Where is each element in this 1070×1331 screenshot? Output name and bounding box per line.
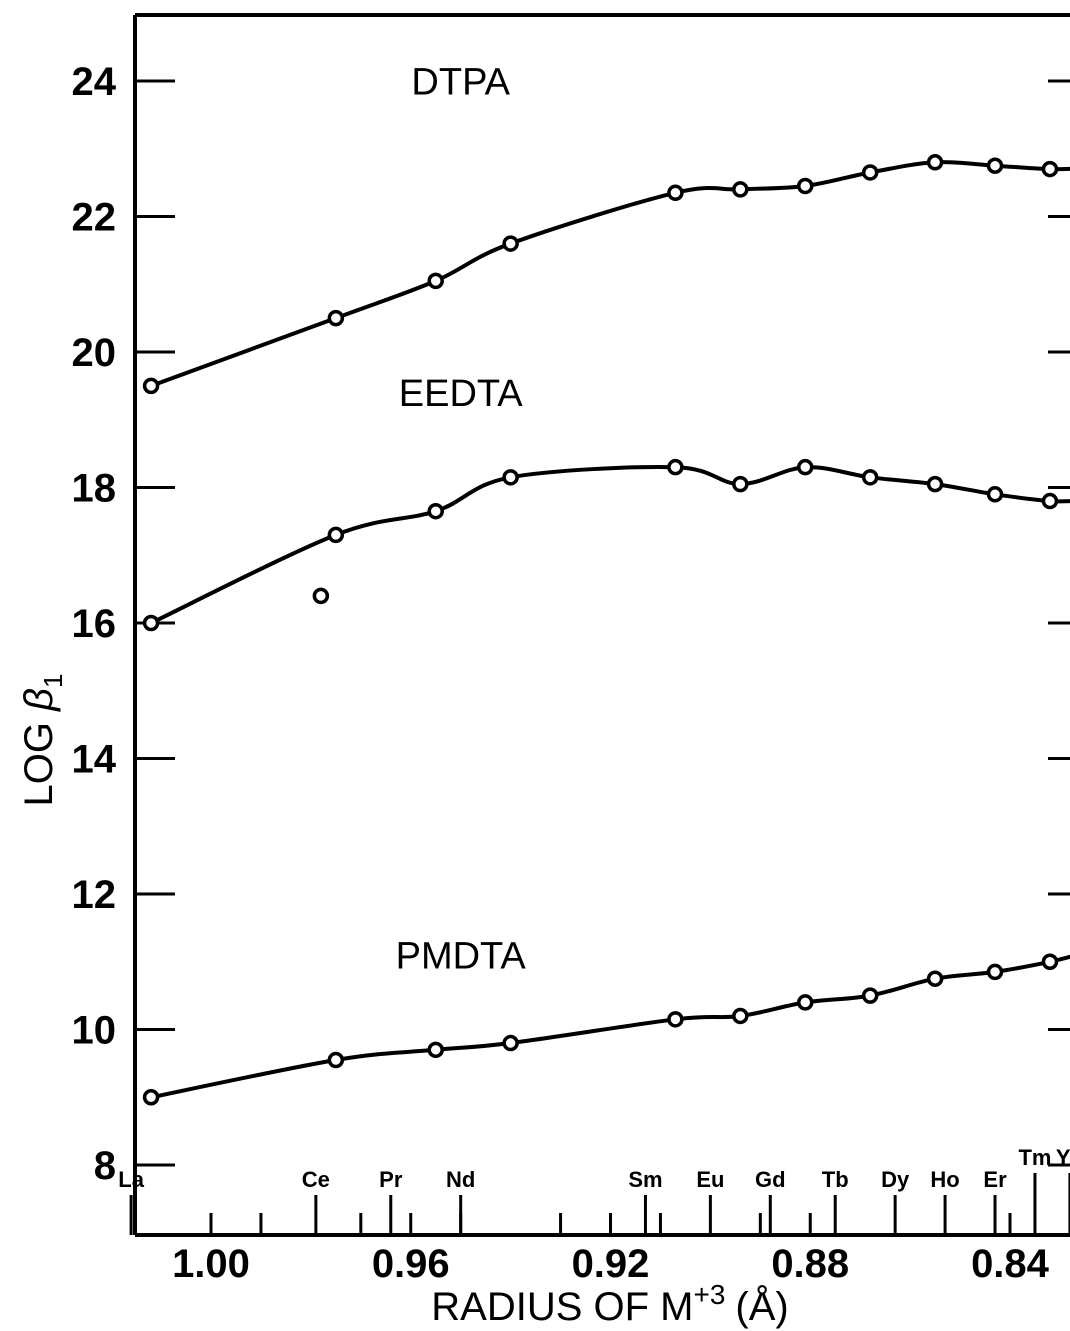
y-axis-title-beta: β [17,688,61,712]
point-dtpa-6 [797,177,814,195]
y-tick-label-12: 12 [72,873,117,917]
element-label-ce: Ce [302,1167,330,1192]
x-axis-title-unit: (Å) [735,1284,788,1329]
element-label-pr: Pr [379,1167,403,1192]
point-pmdta-8 [926,970,944,987]
x-axis-title-main: RADIUS OF M [431,1285,693,1329]
element-label-dy: Dy [881,1167,910,1192]
element-label-tm: Tm [1018,1145,1051,1170]
point-dtpa-7 [861,164,879,181]
element-label-gd: Gd [755,1167,786,1192]
y-axis-title-main: LOG [17,711,61,807]
plot-frame [133,13,1070,1237]
y-tick-label-20: 20 [72,331,117,375]
x-tick-label-0-84: 0.84 [971,1242,1050,1286]
curve-dtpa [149,160,1070,388]
y-tick-label-22: 22 [72,196,117,240]
x-tick-label-1: 1.00 [172,1242,250,1286]
point-dtpa-10 [1041,160,1059,178]
y-tick-label-14: 14 [72,738,117,782]
series-label-eedta: EEDTA [399,373,524,415]
element-label-la: La [118,1167,144,1192]
point-eedta-1 [327,526,345,544]
curve-eedta [149,465,1070,625]
point-eedta-14 [312,587,330,605]
x-tick-label-0-88: 0.88 [771,1242,849,1286]
point-pmdta-0 [142,1089,160,1106]
y-axis-title-subscript: 1 [38,674,68,688]
series-curves [149,160,1070,1100]
element-label-er: Er [983,1167,1007,1192]
element-label-ho: Ho [930,1167,959,1192]
point-dtpa-3 [502,235,519,252]
y-tick-label-24: 24 [72,60,117,104]
point-pmdta-2 [427,1041,444,1059]
point-dtpa-0 [142,377,160,395]
y-tick-label-16: 16 [72,602,117,646]
point-eedta-8 [926,475,944,493]
point-dtpa-2 [427,272,444,290]
point-eedta-2 [427,502,444,520]
y-tick-label-10: 10 [72,1009,117,1053]
point-dtpa-1 [327,309,345,327]
y-axis-title: LOG β1 [17,674,68,807]
element-label-nd: Nd [446,1167,475,1192]
point-pmdta-7 [861,987,879,1004]
series-label-pmdta: PMDTA [396,936,527,978]
curve-pmdta [149,954,1070,1100]
point-eedta-10 [1041,492,1059,510]
x-tick-label-0-92: 0.92 [572,1242,650,1286]
element-label-yb: Yb [1056,1145,1070,1170]
point-pmdta-10 [1041,953,1059,970]
y-axis-ticks: 8 10 12 14 16 18 20 22 24 [72,60,1070,1188]
point-pmdta-1 [327,1051,345,1069]
point-dtpa-8 [926,154,944,171]
lanthanide-element-markers: LaCePrNdSmEuGdTbDyHoErTmYbLu [118,1145,1070,1235]
point-eedta-4 [667,458,684,476]
point-eedta-9 [986,486,1004,503]
x-axis-title: RADIUS OF M+3 (Å) [431,1279,789,1329]
y-tick-label-8: 8 [94,1144,116,1188]
x-axis-ticks: 1.00 0.96 0.92 0.88 0.84 [172,1213,1050,1286]
element-label-eu: Eu [696,1167,724,1192]
series-labels: DTPA EEDTA PMDTA [396,62,527,978]
x-tick-label-0-96: 0.96 [372,1242,450,1286]
point-eedta-5 [732,475,749,493]
data-points [142,154,1059,1106]
series-label-dtpa: DTPA [411,62,510,104]
point-eedta-3 [502,469,519,486]
element-label-sm: Sm [628,1167,662,1192]
y-tick-label-18: 18 [72,467,117,511]
point-pmdta-5 [732,1007,749,1025]
point-pmdta-6 [797,994,814,1011]
point-pmdta-9 [986,963,1004,981]
point-eedta-6 [797,458,814,476]
point-eedta-0 [142,614,160,632]
x-axis-title-superscript: +3 [693,1279,725,1310]
element-label-tb: Tb [822,1167,849,1192]
point-dtpa-5 [732,181,749,198]
point-dtpa-4 [667,184,684,202]
point-eedta-7 [861,469,879,486]
point-pmdta-3 [502,1034,519,1052]
point-dtpa-9 [986,157,1004,174]
point-pmdta-4 [667,1011,684,1028]
